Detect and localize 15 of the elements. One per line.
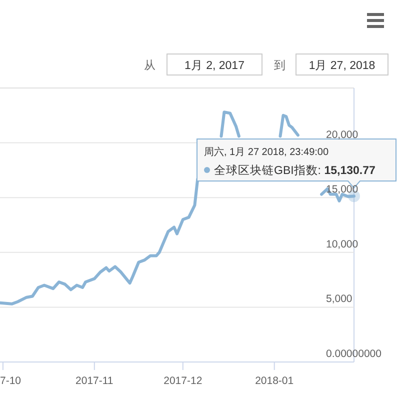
legend-label: 全球区块链GBI指数: bbox=[214, 164, 324, 177]
text: 1月 27, 2018 bbox=[308, 59, 376, 72]
x-tick-label: 7-10 bbox=[0, 375, 22, 387]
x-tick-label: 2017-12 bbox=[164, 375, 202, 387]
text: 从 bbox=[144, 59, 156, 72]
y-tick-label: 5,000 bbox=[326, 293, 352, 306]
annotation: 周六, 1月 27 2018, 23:49:00 bbox=[204, 146, 329, 158]
y-tick-label: 10,000 bbox=[326, 238, 358, 250]
y-tick-label: 0.00000000 bbox=[326, 348, 382, 360]
y-tick-label: 20,000 bbox=[326, 128, 358, 141]
text: 1月 2, 2017 bbox=[184, 59, 244, 72]
x-tick-label: 2017-11 bbox=[76, 375, 114, 387]
data-label: 15,130.77 bbox=[324, 165, 376, 177]
x-tick-label: 2018-01 bbox=[255, 375, 294, 387]
text: 到 bbox=[274, 59, 286, 72]
